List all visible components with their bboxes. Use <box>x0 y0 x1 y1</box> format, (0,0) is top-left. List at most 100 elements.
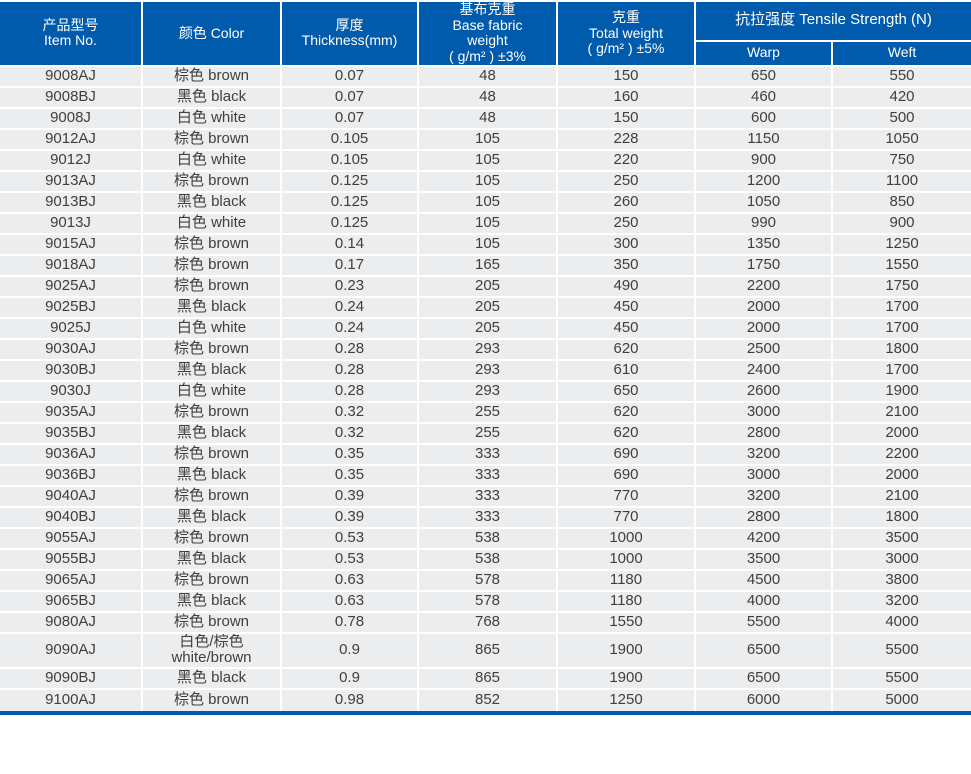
cell-total-weight: 1180 <box>558 570 696 592</box>
cell-item-no: 9013BJ <box>0 192 143 214</box>
cell-base-fabric-weight: 578 <box>419 591 558 613</box>
cell-color: 棕色 brown <box>143 486 282 508</box>
table-row: 9013AJ 棕色 brown 0.125 105 250 1200 1100 <box>0 171 971 193</box>
table-row: 9025J 白色 white 0.24 205 450 2000 1700 <box>0 318 971 340</box>
cell-base-fabric-weight: 538 <box>419 549 558 571</box>
cell-total-weight: 1900 <box>558 633 696 669</box>
cell-item-no: 9055BJ <box>0 549 143 571</box>
cell-item-no: 9012AJ <box>0 129 143 151</box>
cell-warp: 3200 <box>696 486 833 508</box>
table-row: 9065AJ 棕色 brown 0.63 578 1180 4500 3800 <box>0 570 971 592</box>
cell-base-fabric-weight: 255 <box>419 402 558 424</box>
cell-item-no: 9018AJ <box>0 255 143 277</box>
cell-base-fabric-weight: 578 <box>419 570 558 592</box>
col-header-weft: Weft <box>833 41 971 67</box>
cell-weft: 1900 <box>833 381 971 403</box>
cell-weft: 1800 <box>833 507 971 529</box>
cell-base-fabric-weight: 105 <box>419 171 558 193</box>
cell-base-fabric-weight: 768 <box>419 612 558 634</box>
cell-weft: 2100 <box>833 486 971 508</box>
col-header-total-weight: 克重 Total weight ( g/m² ) ±5% <box>558 2 696 67</box>
cell-total-weight: 1250 <box>558 689 696 711</box>
table-row: 9036AJ 棕色 brown 0.35 333 690 3200 2200 <box>0 444 971 466</box>
cell-total-weight: 150 <box>558 108 696 130</box>
cell-total-weight: 150 <box>558 66 696 88</box>
cell-item-no: 9035BJ <box>0 423 143 445</box>
cell-total-weight: 250 <box>558 171 696 193</box>
cell-warp: 460 <box>696 87 833 109</box>
cell-warp: 3000 <box>696 465 833 487</box>
cell-item-no: 9036AJ <box>0 444 143 466</box>
cell-total-weight: 1180 <box>558 591 696 613</box>
cell-thickness: 0.125 <box>282 171 419 193</box>
cell-warp: 4500 <box>696 570 833 592</box>
cell-warp: 3500 <box>696 549 833 571</box>
cell-color: 棕色 brown <box>143 528 282 550</box>
cell-total-weight: 350 <box>558 255 696 277</box>
col-header-tensile-strength-group: 抗拉强度 Tensile Strength (N) <box>696 2 971 42</box>
cell-warp: 2200 <box>696 276 833 298</box>
table-row: 9040AJ 棕色 brown 0.39 333 770 3200 2100 <box>0 486 971 508</box>
cell-thickness: 0.125 <box>282 213 419 235</box>
cell-thickness: 0.32 <box>282 402 419 424</box>
cell-warp: 1200 <box>696 171 833 193</box>
cell-total-weight: 300 <box>558 234 696 256</box>
table-row: 9035AJ 棕色 brown 0.32 255 620 3000 2100 <box>0 402 971 424</box>
cell-thickness: 0.9 <box>282 668 419 690</box>
cell-item-no: 9100AJ <box>0 689 143 711</box>
cell-color: 棕色 brown <box>143 234 282 256</box>
cell-total-weight: 450 <box>558 297 696 319</box>
cell-thickness: 0.9 <box>282 633 419 669</box>
cell-color: 棕色 brown <box>143 171 282 193</box>
cell-thickness: 0.32 <box>282 423 419 445</box>
cell-thickness: 0.28 <box>282 381 419 403</box>
cell-color: 棕色 brown <box>143 276 282 298</box>
cell-thickness: 0.53 <box>282 528 419 550</box>
cell-color: 白色 white <box>143 381 282 403</box>
cell-base-fabric-weight: 105 <box>419 150 558 172</box>
cell-base-fabric-weight: 255 <box>419 423 558 445</box>
table-row: 9055AJ 棕色 brown 0.53 538 1000 4200 3500 <box>0 528 971 550</box>
cell-color: 白色/棕色 white/brown <box>143 633 282 669</box>
cell-weft: 4000 <box>833 612 971 634</box>
cell-warp: 2600 <box>696 381 833 403</box>
cell-total-weight: 220 <box>558 150 696 172</box>
cell-item-no: 9025J <box>0 318 143 340</box>
cell-thickness: 0.07 <box>282 66 419 88</box>
cell-thickness: 0.28 <box>282 339 419 361</box>
table-row: 9036BJ 黑色 black 0.35 333 690 3000 2000 <box>0 465 971 487</box>
cell-base-fabric-weight: 205 <box>419 318 558 340</box>
cell-warp: 6500 <box>696 633 833 669</box>
cell-thickness: 0.63 <box>282 591 419 613</box>
cell-thickness: 0.35 <box>282 465 419 487</box>
table-row: 9025AJ 棕色 brown 0.23 205 490 2200 1750 <box>0 276 971 298</box>
cell-weft: 2000 <box>833 423 971 445</box>
table-row: 9035BJ 黑色 black 0.32 255 620 2800 2000 <box>0 423 971 445</box>
cell-weft: 1750 <box>833 276 971 298</box>
cell-thickness: 0.105 <box>282 129 419 151</box>
cell-weft: 1700 <box>833 318 971 340</box>
cell-color: 棕色 brown <box>143 66 282 88</box>
cell-warp: 2800 <box>696 507 833 529</box>
cell-thickness: 0.17 <box>282 255 419 277</box>
table-row: 9080AJ 棕色 brown 0.78 768 1550 5500 4000 <box>0 612 971 634</box>
cell-weft: 850 <box>833 192 971 214</box>
cell-weft: 2200 <box>833 444 971 466</box>
table-row: 9012AJ 棕色 brown 0.105 105 228 1150 1050 <box>0 129 971 151</box>
cell-base-fabric-weight: 48 <box>419 87 558 109</box>
cell-thickness: 0.24 <box>282 297 419 319</box>
cell-thickness: 0.53 <box>282 549 419 571</box>
cell-weft: 1700 <box>833 360 971 382</box>
cell-base-fabric-weight: 105 <box>419 213 558 235</box>
cell-total-weight: 770 <box>558 486 696 508</box>
cell-weft: 2000 <box>833 465 971 487</box>
cell-total-weight: 1550 <box>558 612 696 634</box>
cell-color: 黑色 black <box>143 87 282 109</box>
cell-color: 黑色 black <box>143 668 282 690</box>
cell-base-fabric-weight: 105 <box>419 129 558 151</box>
cell-color: 棕色 brown <box>143 255 282 277</box>
cell-total-weight: 1000 <box>558 528 696 550</box>
cell-total-weight: 1900 <box>558 668 696 690</box>
cell-color: 黑色 black <box>143 549 282 571</box>
cell-warp: 650 <box>696 66 833 88</box>
